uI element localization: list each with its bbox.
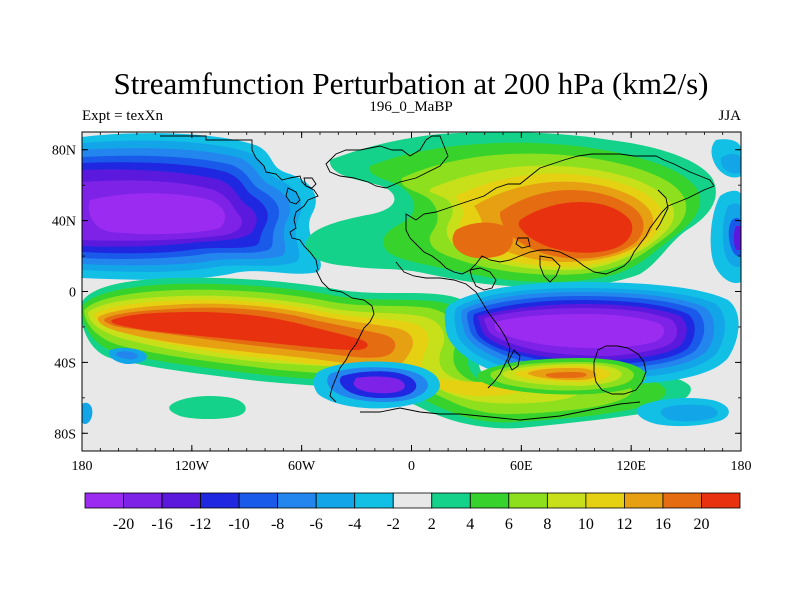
coastlines xyxy=(160,135,715,421)
contour-east-edge-low-4 xyxy=(733,226,741,250)
colorbar-label: 8 xyxy=(543,516,551,533)
y-tick-label: 0 xyxy=(69,286,76,301)
x-axis: 180 120W 60W 0 60E 120E 180 xyxy=(72,132,752,474)
colorbar-label: -6 xyxy=(310,516,323,533)
colorbar-label: 20 xyxy=(693,516,709,533)
coastline-great-lakes xyxy=(285,187,301,205)
chart-title: Streamfunction Perturbation at 200 hPa (… xyxy=(114,66,709,101)
contour-sw-green-patch xyxy=(169,396,246,419)
colorbar-label: -12 xyxy=(190,516,211,533)
colorbar-swatch xyxy=(469,492,510,509)
x-tick-label: 180 xyxy=(731,459,752,474)
colorbar-label: -2 xyxy=(387,516,400,533)
x-tick-label: 180 xyxy=(72,459,93,474)
contour-eu-level-20 xyxy=(518,202,633,253)
contour-eu-left-lobe xyxy=(452,222,513,259)
colorbar-swatch xyxy=(546,492,587,509)
colorbar-label: -4 xyxy=(348,516,361,533)
x-tick-label: 120E xyxy=(616,459,646,474)
colorbar-label: -16 xyxy=(151,516,172,533)
x-tick-label: 60E xyxy=(510,459,533,474)
x-tick-label: 60W xyxy=(288,459,316,474)
contour-se-pacific-blue-2 xyxy=(115,351,138,360)
coastline-eurasia xyxy=(405,153,715,275)
coastline-india xyxy=(539,255,561,283)
colorbar-swatch xyxy=(431,492,471,509)
feature-remote-patches xyxy=(82,139,741,427)
colorbar: -20 -16 -12 -10 -8 -6 -4 -2 2 4 6 8 10 12 16 20 xyxy=(84,492,741,533)
colorbar-label: 4 xyxy=(466,516,474,533)
colorbar-label: -20 xyxy=(113,516,134,533)
coastline-africa xyxy=(395,261,511,389)
colorbar-swatch xyxy=(277,492,317,509)
colorbar-swatch xyxy=(392,492,433,509)
plot-area xyxy=(81,131,742,452)
colorbar-swatch xyxy=(315,492,356,509)
coastline-arabia xyxy=(469,267,497,291)
contour-so-level-16 xyxy=(353,376,405,394)
colorbar-swatch xyxy=(200,492,240,509)
contour-io-level-20 xyxy=(494,314,665,348)
subtitle-right: JJA xyxy=(718,108,741,124)
contour-fill xyxy=(82,132,741,429)
colorbar-swatch xyxy=(161,492,201,509)
colorbar-label: 12 xyxy=(616,516,632,533)
feature-southern-ocean-low xyxy=(313,361,440,409)
colorbar-label: 2 xyxy=(428,516,436,533)
feature-indian-ocean-low xyxy=(444,282,739,385)
y-tick-label: 80N xyxy=(52,144,76,159)
y-tick-label: 40N xyxy=(52,215,76,230)
contour-sp-level-20 xyxy=(111,312,368,350)
coastline-north-america xyxy=(160,135,319,271)
y-axis: 80N 40N 0 40S 80S xyxy=(52,144,741,442)
feature-north-pacific-low xyxy=(82,133,321,280)
contour-si-level-16 xyxy=(546,372,587,378)
coastline-hudson xyxy=(303,177,317,189)
colorbar-swatch xyxy=(123,492,163,509)
colorbar-swatch xyxy=(701,492,741,509)
y-tick-label: 80S xyxy=(54,427,76,442)
y-tick-label: 40S xyxy=(54,356,76,371)
subtitle-center: 196_0_MaBP xyxy=(369,99,452,115)
colorbar-swatch xyxy=(662,492,702,509)
colorbar-swatch xyxy=(354,492,394,509)
colorbar-label: -8 xyxy=(271,516,284,533)
x-tick-label: 0 xyxy=(408,459,415,474)
colorbar-label: -10 xyxy=(228,516,249,533)
coastline-japan xyxy=(655,189,669,231)
subtitle-left: Expt = texXn xyxy=(82,108,163,124)
colorbar-swatch xyxy=(624,492,664,509)
coastline-australia xyxy=(593,345,647,395)
colorbar-swatch xyxy=(84,492,124,509)
feature-south-indian-high xyxy=(477,358,647,395)
colorbar-swatch xyxy=(585,492,625,509)
contour-se-cyan-inner xyxy=(660,404,718,422)
colorbar-label: 10 xyxy=(578,516,594,533)
coastline-madagascar xyxy=(507,349,521,371)
contour-west-edge-blue xyxy=(82,402,93,424)
contour-np-level-20 xyxy=(88,193,226,235)
coastline-south-america xyxy=(315,269,375,403)
colorbar-swatch xyxy=(238,492,279,509)
colorbar-swatch xyxy=(508,492,548,509)
contour-east-np-blue xyxy=(720,153,741,174)
coastline-antarctica xyxy=(360,401,641,421)
colorbar-label: 16 xyxy=(655,516,671,533)
x-tick-label: 120W xyxy=(175,459,210,474)
coastline-greenland xyxy=(325,135,449,189)
colorbar-label: 6 xyxy=(505,516,513,533)
coastline-caspian xyxy=(515,237,531,249)
